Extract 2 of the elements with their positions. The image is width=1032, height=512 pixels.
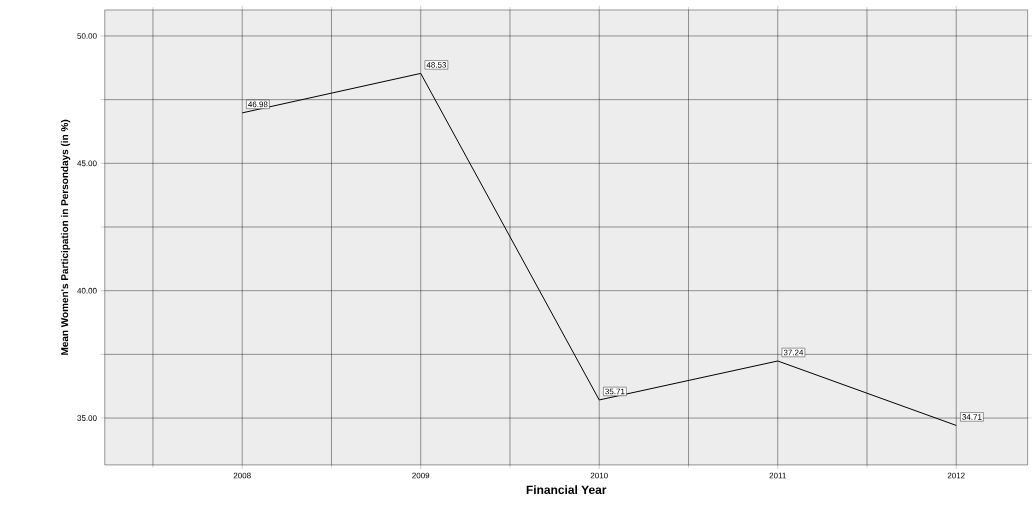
x-axis-title: Financial Year — [526, 485, 607, 495]
y-axis-title: Mean Women's Participation in Persondays (in %) — [60, 119, 71, 355]
